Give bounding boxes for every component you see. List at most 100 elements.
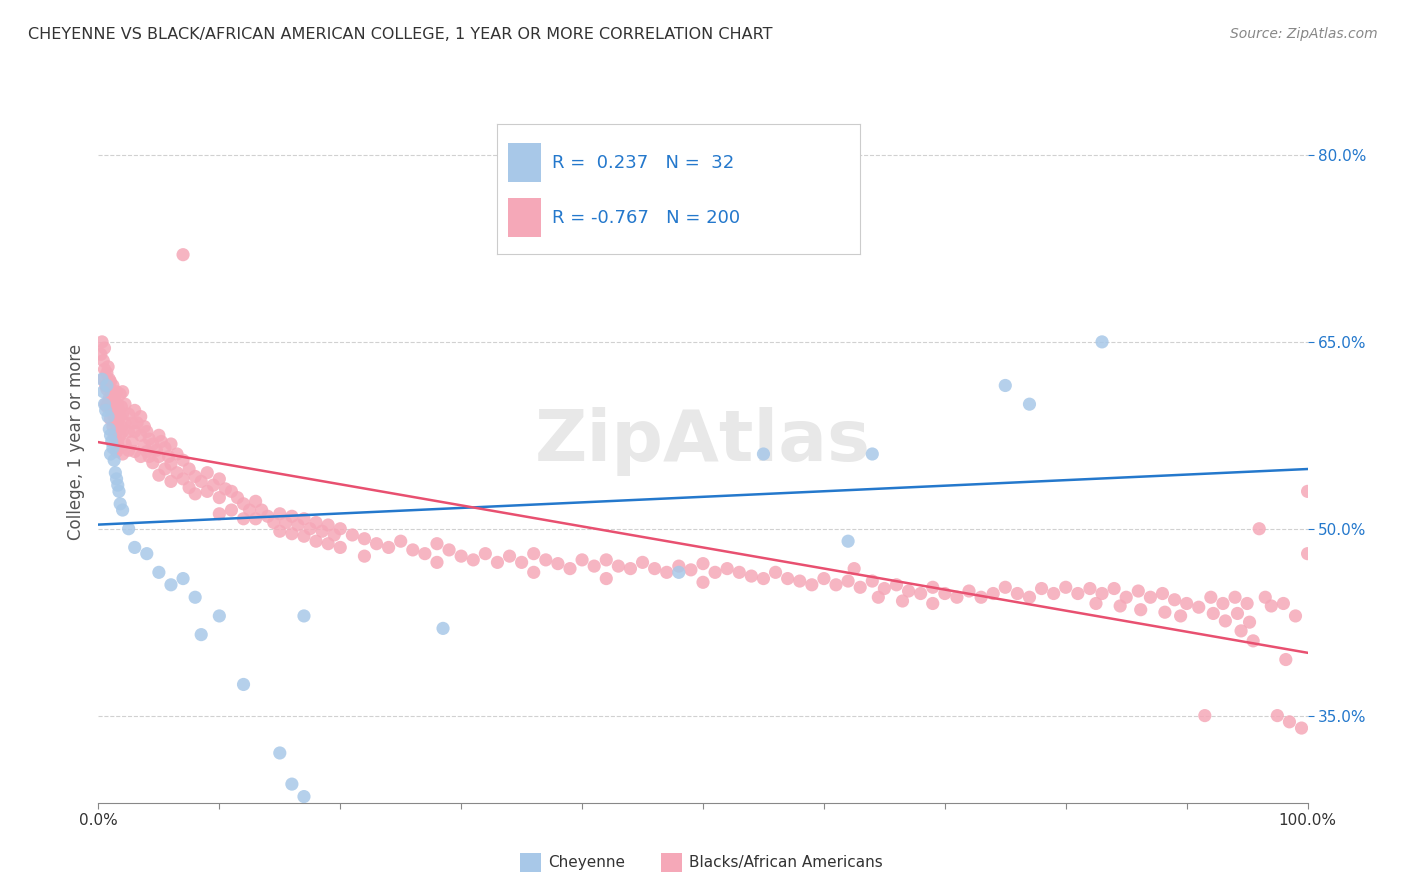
Point	[111, 503, 134, 517]
Text: ZipAtlas: ZipAtlas	[536, 407, 870, 476]
Point	[129, 409, 152, 424]
Point	[523, 566, 546, 580]
Point	[94, 403, 117, 417]
Text: CHEYENNE VS BLACK/AFRICAN AMERICAN COLLEGE, 1 YEAR OR MORE CORRELATION CHART: CHEYENNE VS BLACK/AFRICAN AMERICAN COLLE…	[28, 27, 773, 42]
Point	[101, 400, 124, 414]
Point	[316, 518, 339, 533]
Point	[172, 572, 194, 586]
Point	[104, 466, 127, 480]
Point	[644, 561, 666, 575]
Point	[595, 572, 617, 586]
Point	[108, 441, 131, 455]
Point	[1226, 607, 1249, 621]
Point	[1188, 600, 1211, 615]
Point	[1249, 522, 1271, 536]
Point	[1018, 591, 1040, 605]
Point	[957, 584, 980, 599]
Point	[486, 555, 509, 569]
Point	[94, 397, 117, 411]
Point	[1154, 605, 1177, 619]
Point	[789, 574, 811, 588]
Point	[157, 450, 180, 464]
Point	[179, 481, 201, 495]
Point	[316, 537, 339, 551]
Point	[111, 425, 134, 439]
Point	[107, 478, 129, 492]
Point	[153, 462, 176, 476]
Point	[1139, 591, 1161, 605]
Point	[1042, 586, 1064, 600]
Point	[292, 789, 315, 804]
Point	[121, 416, 143, 430]
Point	[110, 419, 132, 434]
Point	[1284, 609, 1306, 624]
Point	[172, 248, 194, 262]
Point	[250, 503, 273, 517]
Point	[287, 518, 309, 533]
Point	[110, 400, 132, 414]
Point	[160, 437, 183, 451]
Point	[101, 378, 124, 392]
Point	[1199, 591, 1222, 605]
Point	[221, 503, 243, 517]
Point	[263, 516, 285, 530]
Point	[1018, 397, 1040, 411]
Point	[437, 542, 460, 557]
Point	[1175, 597, 1198, 611]
Point	[1170, 609, 1192, 624]
Point	[765, 566, 787, 580]
Point	[107, 397, 129, 411]
Point	[844, 561, 866, 575]
Point	[190, 475, 212, 489]
Point	[256, 509, 278, 524]
Point	[305, 534, 328, 549]
Text: Source: ZipAtlas.com: Source: ZipAtlas.com	[1230, 27, 1378, 41]
Point	[214, 482, 236, 496]
Point	[800, 578, 823, 592]
Point	[100, 403, 122, 417]
Point	[239, 503, 262, 517]
Point	[108, 403, 131, 417]
Point	[269, 507, 291, 521]
Point	[728, 566, 751, 580]
Point	[148, 468, 170, 483]
Point	[377, 541, 399, 555]
Point	[292, 609, 315, 624]
Point	[114, 416, 136, 430]
Point	[1236, 597, 1258, 611]
Point	[299, 522, 322, 536]
Point	[668, 566, 690, 580]
Point	[96, 400, 118, 414]
Point	[148, 450, 170, 464]
Point	[323, 528, 346, 542]
Point	[232, 677, 254, 691]
Point	[160, 475, 183, 489]
Point	[97, 409, 120, 424]
Point	[994, 580, 1017, 594]
Point	[195, 484, 218, 499]
Point	[510, 555, 533, 569]
Point	[413, 547, 436, 561]
Point	[221, 484, 243, 499]
Point	[934, 586, 956, 600]
Y-axis label: College, 1 year or more: College, 1 year or more	[66, 343, 84, 540]
Point	[921, 580, 943, 594]
Point	[281, 777, 304, 791]
Point	[353, 532, 375, 546]
Point	[148, 428, 170, 442]
Point	[172, 472, 194, 486]
Point	[1163, 592, 1185, 607]
Point	[101, 441, 124, 455]
Point	[281, 509, 304, 524]
Point	[105, 425, 128, 439]
Point	[1272, 597, 1295, 611]
Point	[1102, 582, 1125, 596]
Point	[124, 403, 146, 417]
Point	[93, 362, 115, 376]
Point	[100, 434, 122, 449]
Point	[135, 547, 157, 561]
Point	[426, 537, 449, 551]
Point	[692, 575, 714, 590]
Point	[108, 409, 131, 424]
Point	[1091, 586, 1114, 600]
